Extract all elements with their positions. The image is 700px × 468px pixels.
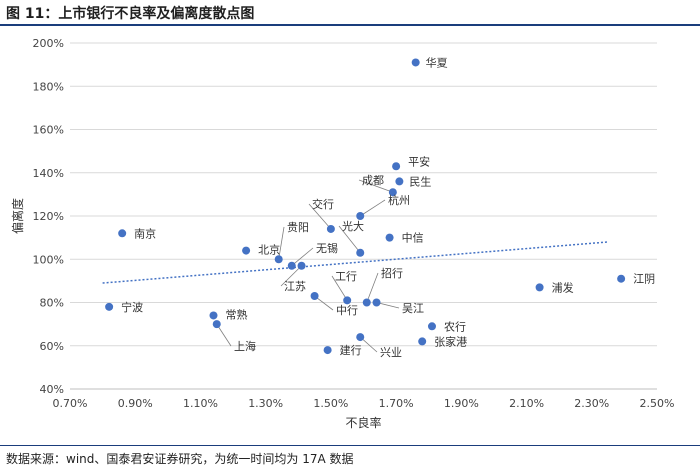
data-point bbox=[418, 337, 427, 346]
data-label: 光大 bbox=[342, 219, 364, 233]
data-point bbox=[362, 298, 371, 307]
y-tick-label: 120% bbox=[33, 210, 64, 223]
y-tick-label: 80% bbox=[40, 297, 64, 310]
data-point bbox=[411, 58, 420, 67]
leader-line bbox=[358, 179, 393, 193]
source-note: 数据来源：wind、国泰君安证券研究，为统一时间均为 17A 数据 bbox=[6, 452, 354, 466]
trendline bbox=[102, 241, 609, 284]
data-point bbox=[209, 311, 218, 320]
data-point bbox=[323, 346, 332, 355]
data-label: 平安 bbox=[408, 154, 430, 168]
x-tick-label: 1.70% bbox=[379, 397, 414, 410]
x-tick-label: 2.50% bbox=[640, 397, 675, 410]
scatter-chart: 40% 60% 80% 100% 120% 140% 160% 180% 200% 0.70% 0.… bbox=[10, 37, 675, 430]
data-point bbox=[356, 212, 365, 220]
leader-line bbox=[331, 275, 348, 301]
data-label: 交行 bbox=[312, 197, 334, 211]
figure-title: 图 11：上市银行不良率及偏离度散点图 bbox=[6, 6, 255, 22]
data-label: 中行 bbox=[336, 304, 358, 317]
data-label: 杭州 bbox=[388, 193, 410, 207]
data-label: 上海 bbox=[234, 339, 256, 353]
x-tick-label: 2.10% bbox=[509, 397, 544, 410]
data-point bbox=[105, 302, 114, 311]
data-points bbox=[105, 58, 626, 355]
data-point bbox=[326, 224, 335, 233]
data-label: 江阴 bbox=[633, 273, 655, 286]
leader-line bbox=[308, 203, 332, 230]
y-tick-label: 200% bbox=[33, 37, 64, 50]
data-label: 南京 bbox=[134, 226, 156, 240]
data-label: 中信 bbox=[402, 232, 424, 245]
data-label: 常熟 bbox=[225, 307, 247, 321]
leader-line bbox=[216, 323, 232, 347]
data-point bbox=[535, 283, 544, 292]
data-point bbox=[372, 298, 381, 307]
data-label: 兴业 bbox=[380, 346, 402, 359]
data-label: 民生 bbox=[409, 174, 431, 188]
data-point bbox=[287, 261, 296, 270]
x-tick-label: 1.50% bbox=[313, 397, 348, 410]
leader-line bbox=[280, 265, 302, 287]
data-point bbox=[310, 292, 319, 301]
trend-line bbox=[102, 241, 609, 284]
data-label: 江苏 bbox=[284, 280, 306, 293]
y-tick-label: 160% bbox=[33, 124, 64, 137]
y-axis-label: 偏离度 bbox=[10, 198, 25, 234]
data-label: 工行 bbox=[335, 270, 357, 283]
data-label: 招行 bbox=[381, 266, 403, 280]
y-tick-label: 100% bbox=[33, 253, 64, 266]
data-label: 农行 bbox=[444, 319, 466, 333]
data-point bbox=[274, 255, 283, 264]
data-point bbox=[617, 274, 626, 283]
leader-line bbox=[360, 199, 386, 217]
x-tick-label: 1.90% bbox=[444, 397, 479, 410]
data-label: 吴江 bbox=[402, 302, 424, 315]
leader-lines bbox=[216, 179, 400, 353]
x-tick-label: 1.10% bbox=[183, 397, 218, 410]
data-point bbox=[388, 188, 397, 197]
data-point bbox=[356, 248, 365, 257]
data-point bbox=[343, 296, 352, 305]
source-rule bbox=[0, 445, 700, 446]
data-label: 建行 bbox=[340, 343, 362, 357]
data-point bbox=[242, 246, 251, 255]
tick-labels: 40% 60% 80% 100% 120% 140% 160% 180% 200% 0.70% 0.… bbox=[33, 37, 675, 410]
y-tick-label: 40% bbox=[40, 383, 64, 396]
data-point bbox=[356, 333, 365, 342]
data-label: 宁波 bbox=[121, 300, 143, 314]
data-label: 北京 bbox=[258, 243, 280, 257]
x-axis-label: 不良率 bbox=[345, 415, 381, 430]
y-tick-label: 60% bbox=[40, 340, 64, 353]
data-label: 贵阳 bbox=[287, 221, 309, 234]
x-tick-label: 0.70% bbox=[53, 397, 88, 410]
x-tick-label: 0.90% bbox=[118, 397, 153, 410]
y-tick-label: 140% bbox=[33, 167, 64, 180]
data-label: 华夏 bbox=[426, 55, 448, 69]
x-tick-label: 2.30% bbox=[574, 397, 609, 410]
title-rule bbox=[0, 24, 700, 26]
leader-line bbox=[338, 225, 361, 254]
x-tick-label: 1.30% bbox=[248, 397, 283, 410]
leader-line bbox=[291, 247, 314, 267]
data-point bbox=[297, 261, 306, 270]
data-point bbox=[212, 320, 221, 329]
data-point bbox=[385, 233, 394, 242]
data-label: 浦发 bbox=[552, 280, 574, 294]
leader-line bbox=[366, 272, 379, 303]
leader-line bbox=[278, 226, 285, 260]
data-label: 无锡 bbox=[316, 241, 338, 255]
y-tick-label: 180% bbox=[33, 80, 64, 93]
data-point bbox=[392, 162, 401, 171]
data-point bbox=[118, 229, 127, 238]
data-point bbox=[395, 177, 404, 186]
data-label: 张家港 bbox=[434, 334, 467, 348]
data-point bbox=[427, 322, 436, 331]
data-label: 成都 bbox=[362, 174, 384, 187]
